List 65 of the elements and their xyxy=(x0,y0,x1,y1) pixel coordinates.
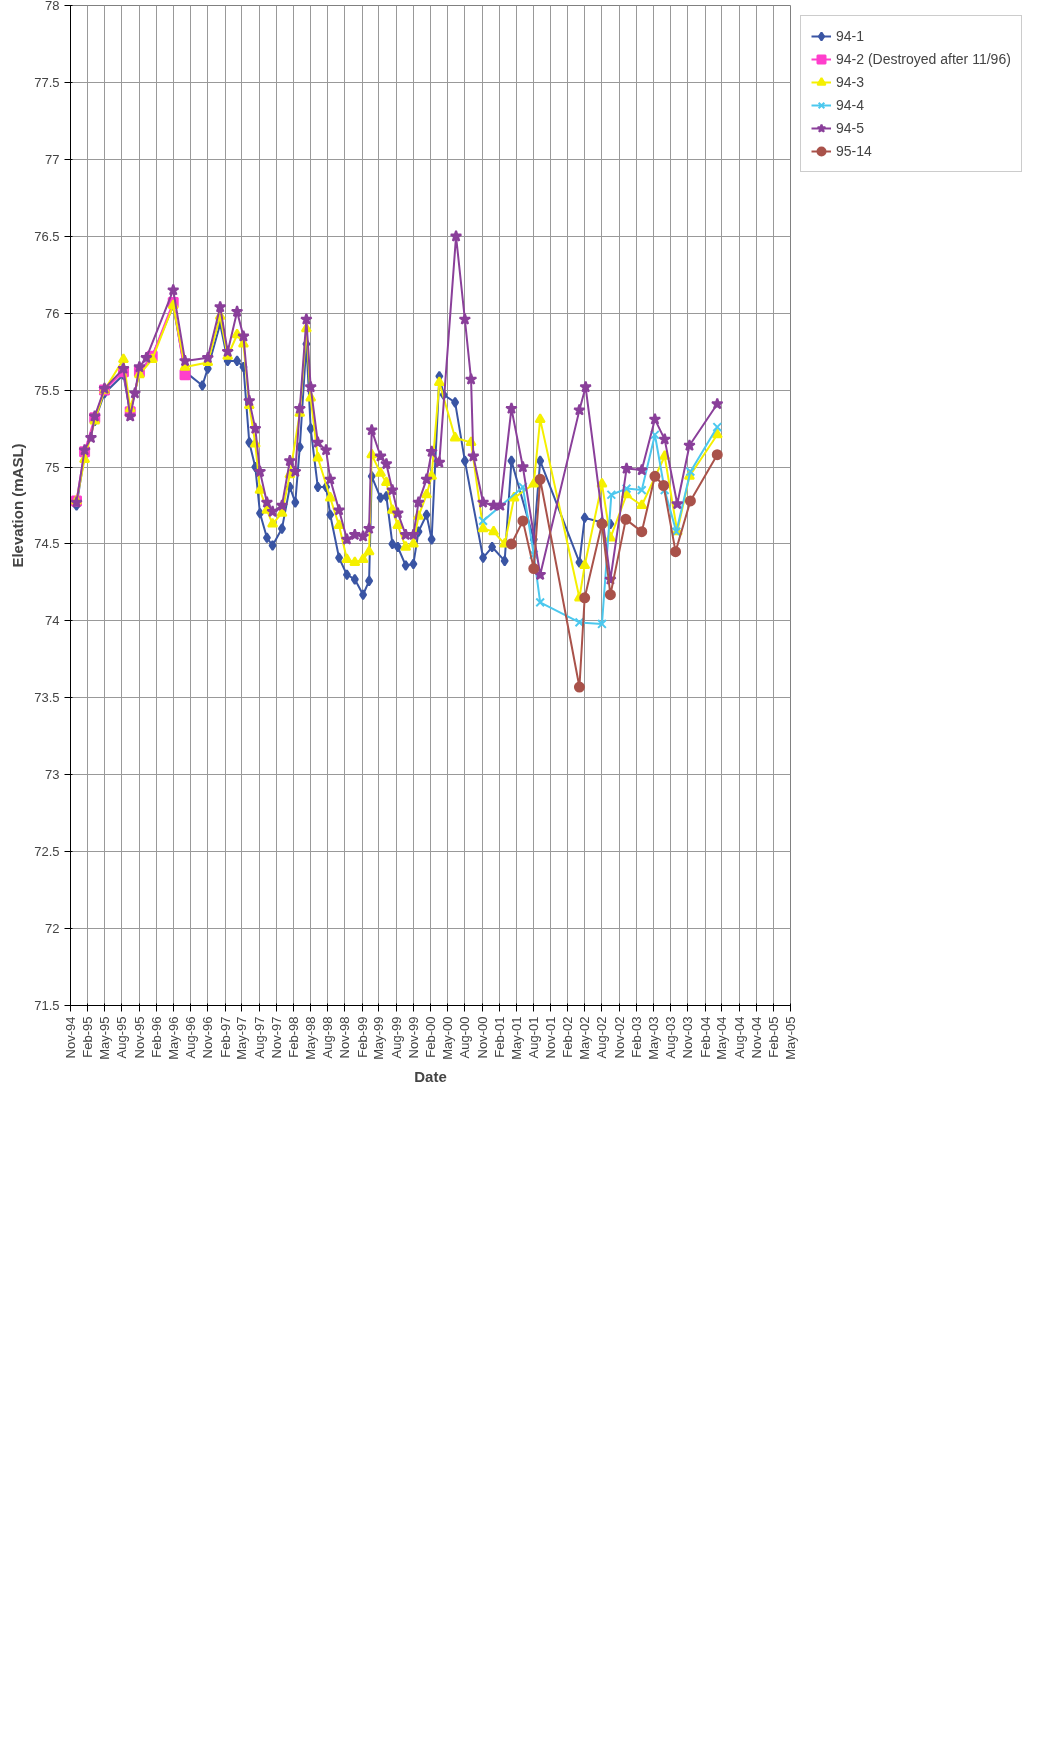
y-tick-label: 71.5 xyxy=(34,998,60,1013)
x-tick-label: Nov-04 xyxy=(749,1016,765,1059)
y-tick-label: 74 xyxy=(45,613,60,629)
x-tick-label: Nov-01 xyxy=(543,1016,559,1059)
x-tick-label: Nov-98 xyxy=(337,1016,353,1059)
x-tick-label: Feb-95 xyxy=(80,1016,96,1058)
x-tick-label: Nov-03 xyxy=(680,1016,696,1059)
x-tick-label: Nov-02 xyxy=(611,1016,627,1059)
x-tick-label: Aug-02 xyxy=(594,1016,610,1059)
x-tick-label: Feb-99 xyxy=(354,1016,370,1058)
legend-label: 94-2 (Destroyed after 11/96) xyxy=(836,51,1011,67)
x-tick-label: Aug-00 xyxy=(457,1016,473,1059)
x-tick-label: May-01 xyxy=(508,1016,524,1060)
y-tick-label: 72 xyxy=(45,921,60,937)
x-tick-label: May-97 xyxy=(234,1016,250,1060)
x-tick-label: Feb-04 xyxy=(697,1016,713,1058)
x-tick-label: Feb-98 xyxy=(286,1016,302,1058)
x-tick-label: May-02 xyxy=(577,1016,593,1060)
x-tick-label: Aug-97 xyxy=(251,1016,267,1059)
y-tick-label: 75.5 xyxy=(34,382,60,398)
y-tick-label: 77.5 xyxy=(34,74,60,90)
x-tick-label: Aug-95 xyxy=(114,1016,130,1059)
x-tick-label: May-99 xyxy=(371,1016,387,1060)
x-tick-label: Feb-00 xyxy=(423,1016,439,1058)
x-tick-label: May-98 xyxy=(302,1016,318,1060)
x-tick-label: Aug-98 xyxy=(320,1016,336,1059)
legend-label: 94-1 xyxy=(836,28,865,44)
y-tick-label: 75 xyxy=(45,459,60,475)
x-tick-label: Nov-96 xyxy=(200,1016,216,1059)
legend-label: 94-4 xyxy=(836,97,865,113)
x-tick-label: May-04 xyxy=(714,1016,730,1060)
y-tick-label: 73.5 xyxy=(34,690,60,706)
x-tick-label: Aug-04 xyxy=(731,1016,747,1059)
y-tick-label: 74.5 xyxy=(34,536,60,552)
x-tick-label: May-96 xyxy=(165,1016,181,1060)
x-tick-label: May-05 xyxy=(783,1016,798,1060)
y-tick-label: 77 xyxy=(45,151,60,167)
y-axis-title: Elevation (mASL) xyxy=(9,443,27,568)
x-tick-label: Feb-97 xyxy=(217,1016,233,1058)
legend-label: 94-3 xyxy=(836,74,865,90)
x-tick-label: Nov-94 xyxy=(63,1016,78,1059)
x-tick-label: Feb-03 xyxy=(629,1016,645,1058)
legend-label: 94-5 xyxy=(836,120,865,136)
x-tick-label: Aug-96 xyxy=(183,1016,198,1059)
x-tick-label: Nov-97 xyxy=(268,1016,284,1059)
y-tick-label: 76.5 xyxy=(34,228,60,244)
x-tick-label: May-03 xyxy=(645,1016,661,1060)
x-tick-label: Feb-05 xyxy=(766,1016,782,1058)
x-tick-label: Feb-96 xyxy=(148,1016,164,1058)
y-tick-label: 78 xyxy=(45,0,60,13)
y-tick-label: 72.5 xyxy=(34,844,60,860)
y-tick-label: 76 xyxy=(45,305,60,321)
x-tick-label: Feb-01 xyxy=(491,1016,507,1058)
x-tick-label: May-00 xyxy=(440,1016,456,1060)
x-tick-label: Nov-00 xyxy=(474,1016,490,1059)
x-tick-label: Nov-99 xyxy=(405,1016,421,1059)
legend-label: 95-14 xyxy=(836,143,872,159)
x-tick-label: Aug-01 xyxy=(525,1016,541,1059)
x-tick-label: Aug-99 xyxy=(388,1016,404,1059)
x-tick-label: Nov-95 xyxy=(131,1016,147,1059)
x-tick-label: Feb-02 xyxy=(560,1016,576,1058)
x-tick-label: May-95 xyxy=(96,1016,112,1060)
y-tick-label: 73 xyxy=(45,767,60,783)
x-axis-title: Date xyxy=(414,1067,447,1085)
x-tick-label: Aug-03 xyxy=(663,1016,678,1059)
